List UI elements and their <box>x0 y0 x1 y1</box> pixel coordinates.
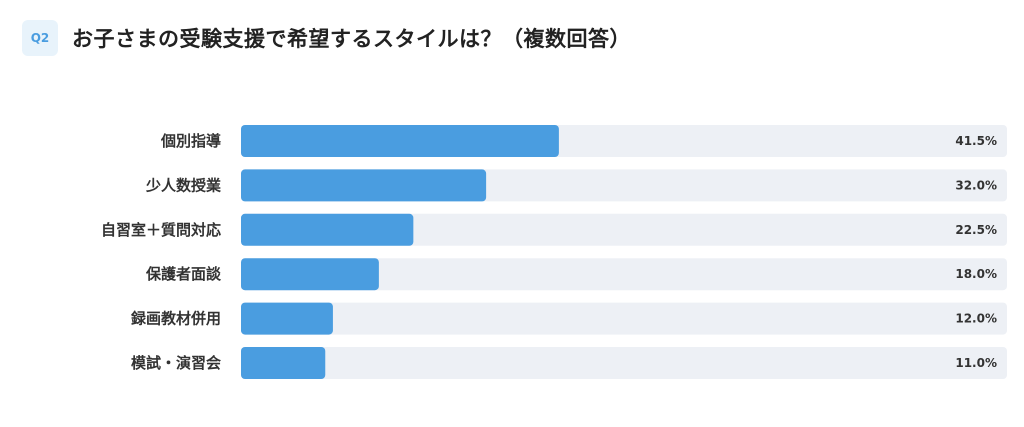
category-label: 少人数授業 <box>145 176 222 194</box>
category-label: 模試・演習会 <box>131 354 221 372</box>
category-label: 保護者面談 <box>145 265 222 283</box>
category-label: 録画教材併用 <box>131 310 221 328</box>
bar <box>241 125 559 157</box>
bar-track <box>241 213 1007 246</box>
bar <box>241 213 414 246</box>
category-label: 自習室＋質問対応 <box>101 221 221 239</box>
bar-track <box>241 302 1007 335</box>
chart-title: お子さまの受験支援で希望するスタイルは？（複数回答） <box>72 27 631 51</box>
value-label: 12.0% <box>955 312 997 326</box>
bar-track <box>241 258 1007 291</box>
question-badge: Q2 <box>22 20 58 56</box>
chart-header: Q2 お子さまの受験支援で希望するスタイルは？（複数回答） <box>22 20 631 56</box>
category-label: 個別指導 <box>160 132 221 150</box>
value-label: 32.0% <box>955 178 997 192</box>
bar <box>241 258 379 291</box>
value-label: 41.5% <box>955 134 997 148</box>
value-label: 11.0% <box>955 356 997 370</box>
value-label: 18.0% <box>955 267 997 281</box>
value-label: 22.5% <box>955 223 997 237</box>
bar <box>241 169 487 202</box>
bar <box>241 302 333 335</box>
bar <box>241 347 326 379</box>
bar-track <box>241 347 1007 379</box>
